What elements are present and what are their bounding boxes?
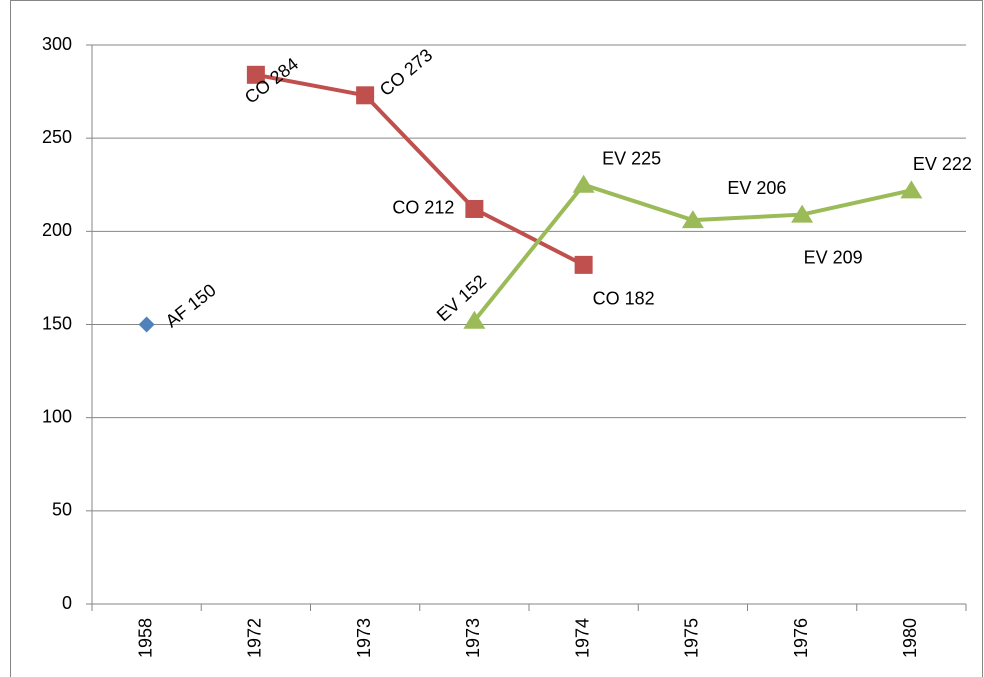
point bbox=[465, 199, 484, 218]
point bbox=[246, 65, 265, 84]
data-label: EV 209 bbox=[804, 247, 863, 267]
data-label: AF 150 bbox=[162, 280, 220, 331]
x-tick-label: 1974 bbox=[572, 618, 592, 658]
x-tick-label: 1973 bbox=[354, 618, 374, 658]
point bbox=[356, 86, 375, 105]
point bbox=[138, 316, 155, 333]
point bbox=[791, 204, 814, 223]
y-tick-label: 150 bbox=[42, 313, 72, 333]
x-tick-label: 1972 bbox=[245, 618, 265, 658]
data-label: EV 222 bbox=[913, 154, 972, 174]
point bbox=[900, 180, 923, 199]
point bbox=[572, 174, 595, 193]
data-label: CO 182 bbox=[593, 289, 655, 309]
x-tick-label: 1980 bbox=[900, 618, 920, 658]
series-line bbox=[255, 72, 585, 267]
data-label: EV 225 bbox=[602, 149, 661, 169]
data-label: EV 152 bbox=[433, 271, 490, 325]
x-tick-label: 1973 bbox=[463, 618, 483, 658]
chart-border bbox=[10, 0, 983, 677]
point bbox=[681, 210, 704, 229]
point bbox=[574, 255, 593, 274]
data-label: EV 206 bbox=[727, 178, 786, 198]
x-tick-label: 1976 bbox=[791, 618, 811, 658]
point bbox=[463, 310, 486, 329]
x-tick-label: 1975 bbox=[682, 618, 702, 658]
x-tick-label: 1958 bbox=[135, 618, 155, 658]
data-label: CO 273 bbox=[376, 45, 436, 100]
y-tick-label: 300 bbox=[42, 34, 72, 54]
y-tick-label: 50 bbox=[52, 500, 72, 520]
y-tick-label: 250 bbox=[42, 127, 72, 147]
y-tick-label: 0 bbox=[62, 593, 72, 613]
data-label: CO 212 bbox=[392, 198, 454, 218]
y-tick-label: 100 bbox=[42, 406, 72, 426]
y-tick-label: 200 bbox=[42, 220, 72, 240]
